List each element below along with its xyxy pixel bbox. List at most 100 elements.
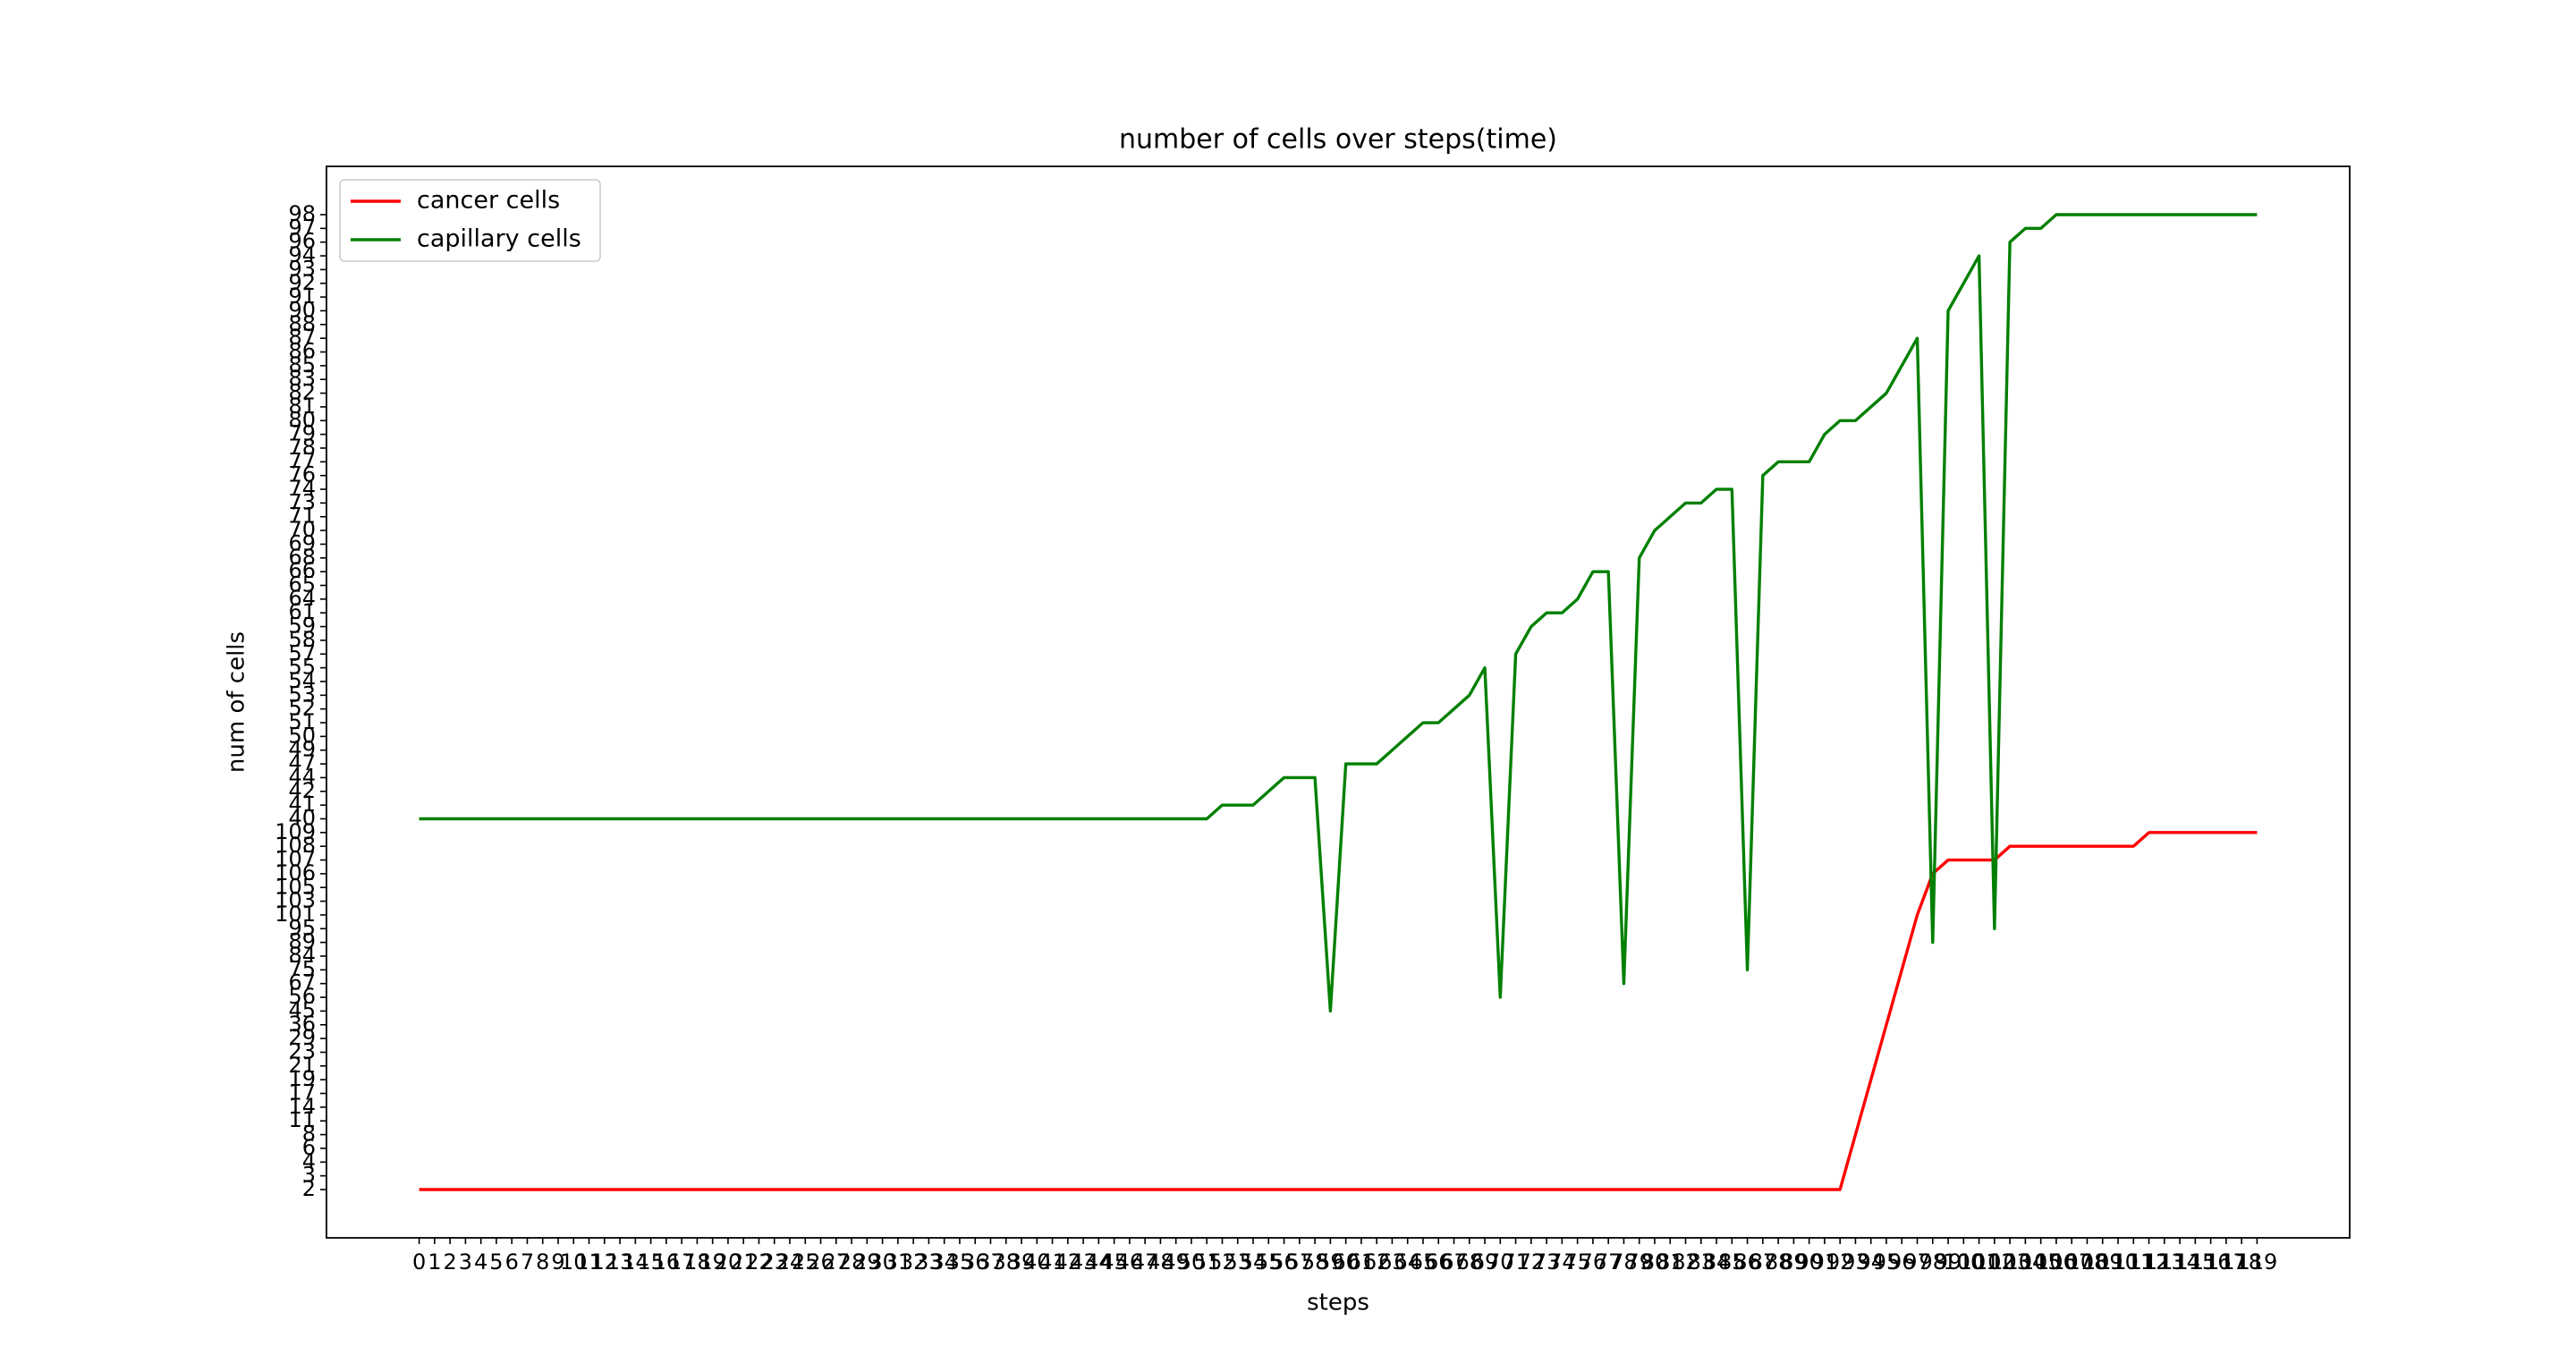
y-tick-label: 36: [288, 1012, 316, 1037]
x-tick-label: 59: [1317, 1249, 1344, 1275]
y-tick-label: 101: [275, 902, 316, 927]
y-tick-label: 107: [275, 847, 316, 872]
y-tick-label: 53: [288, 682, 316, 707]
y-tick-label: 87: [288, 325, 316, 350]
x-tick-label: 95: [1873, 1249, 1901, 1275]
y-tick-label: 93: [288, 256, 316, 281]
x-tick-label: 10: [560, 1249, 588, 1275]
x-tick-label: 110: [2097, 1249, 2139, 1275]
plot-frame: [326, 165, 2351, 1239]
x-tick-label: 69: [1471, 1249, 1499, 1275]
x-tick-label: 113: [2144, 1249, 2185, 1275]
y-tick-label: 76: [288, 462, 316, 487]
x-tick-label: 21: [730, 1249, 758, 1275]
x-tick-label: 98: [1919, 1249, 1947, 1275]
x-tick-label: 105: [2021, 1249, 2062, 1275]
y-tick-label: 57: [288, 640, 316, 665]
x-tick-label: 48: [1147, 1249, 1174, 1275]
x-tick-label: 28: [838, 1249, 866, 1275]
y-tick-label: 21: [288, 1053, 316, 1078]
x-tick-label: 80: [1641, 1249, 1669, 1275]
y-tick-label: 4: [302, 1148, 316, 1173]
y-tick-label: 106: [275, 860, 316, 885]
y-tick-label: 51: [288, 709, 316, 734]
y-tick-label: 58: [288, 627, 316, 652]
y-tick-label: 54: [288, 668, 316, 693]
x-tick-label: 101: [1959, 1249, 2000, 1275]
x-tick-label: 63: [1378, 1249, 1406, 1275]
x-tick-label: 11: [575, 1249, 603, 1275]
x-tick-label: 55: [1255, 1249, 1283, 1275]
y-tick-label: 77: [288, 448, 316, 473]
x-tick-label: 100: [1943, 1249, 1984, 1275]
x-tick-label: 7: [521, 1249, 534, 1275]
y-tick-label: 90: [288, 297, 316, 322]
x-tick-label: 16: [653, 1249, 681, 1275]
x-tick-label: 20: [715, 1249, 742, 1275]
x-tick-label: 91: [1811, 1249, 1839, 1275]
x-tick-label: 71: [1502, 1249, 1530, 1275]
y-tick-label: 42: [288, 778, 316, 803]
x-tick-label: 4: [474, 1249, 487, 1275]
y-tick-label: 92: [288, 270, 316, 295]
x-tick-label: 108: [2067, 1249, 2108, 1275]
x-tick-label: 33: [915, 1249, 943, 1275]
chart-title: number of cells over steps(time): [1119, 124, 1557, 156]
x-tick-label: 79: [1625, 1249, 1653, 1275]
x-tick-label: 47: [1131, 1249, 1159, 1275]
x-tick-label: 44: [1085, 1249, 1113, 1275]
x-tick-label: 107: [2051, 1249, 2092, 1275]
x-tick-label: 54: [1240, 1249, 1267, 1275]
y-tick-label: 14: [288, 1094, 316, 1119]
y-tick-label: 66: [288, 558, 316, 583]
y-tick-label: 40: [288, 805, 316, 830]
y-tick-label: 78: [288, 435, 316, 460]
x-tick-label: 13: [606, 1249, 634, 1275]
x-tick-label: 19: [699, 1249, 726, 1275]
y-tick-label: 88: [288, 311, 316, 336]
legend-label: cancer cells: [417, 187, 560, 215]
x-tick-label: 115: [2174, 1249, 2216, 1275]
x-tick-label: 77: [1595, 1249, 1623, 1275]
x-tick-label: 35: [946, 1249, 974, 1275]
y-tick-label: 82: [288, 380, 316, 405]
x-tick-label: 58: [1301, 1249, 1329, 1275]
x-tick-label: 88: [1765, 1249, 1792, 1275]
x-tick-label: 22: [745, 1249, 773, 1275]
y-tick-label: 85: [288, 352, 316, 377]
x-tick-label: 66: [1425, 1249, 1453, 1275]
x-tick-label: 114: [2159, 1249, 2200, 1275]
x-tick-label: 99: [1935, 1249, 1962, 1275]
x-tick-label: 118: [2221, 1249, 2262, 1275]
y-tick-label: 59: [288, 614, 316, 639]
y-tick-label: 56: [288, 984, 316, 1009]
x-tick-label: 76: [1580, 1249, 1607, 1275]
x-tick-label: 8: [536, 1249, 549, 1275]
y-tick-label: 98: [288, 201, 316, 226]
y-tick-label: 81: [288, 394, 316, 419]
x-tick-label: 29: [853, 1249, 881, 1275]
y-tick-label: 69: [288, 530, 316, 555]
x-tick-label: 46: [1116, 1249, 1144, 1275]
x-tick-label: 43: [1070, 1249, 1097, 1275]
x-tick-label: 9: [551, 1249, 564, 1275]
y-tick-label: 70: [288, 517, 316, 542]
y-tick-label: 29: [288, 1025, 316, 1050]
y-tick-label: 3: [302, 1163, 316, 1188]
x-tick-label: 42: [1055, 1249, 1082, 1275]
x-tick-label: 41: [1038, 1249, 1066, 1275]
series-line: [419, 213, 2258, 1013]
x-tick-label: 93: [1842, 1249, 1869, 1275]
y-tick-label: 73: [288, 489, 316, 514]
x-tick-label: 45: [1100, 1249, 1128, 1275]
y-tick-label: 109: [275, 819, 316, 844]
x-tick-label: 6: [505, 1249, 519, 1275]
y-tick-label: 103: [275, 888, 316, 913]
x-tick-label: 94: [1857, 1249, 1885, 1275]
x-tick-label: 1: [428, 1249, 441, 1275]
x-tick-label: 12: [591, 1249, 619, 1275]
y-tick-label: 2: [302, 1176, 316, 1201]
x-tick-label: 87: [1750, 1249, 1777, 1275]
